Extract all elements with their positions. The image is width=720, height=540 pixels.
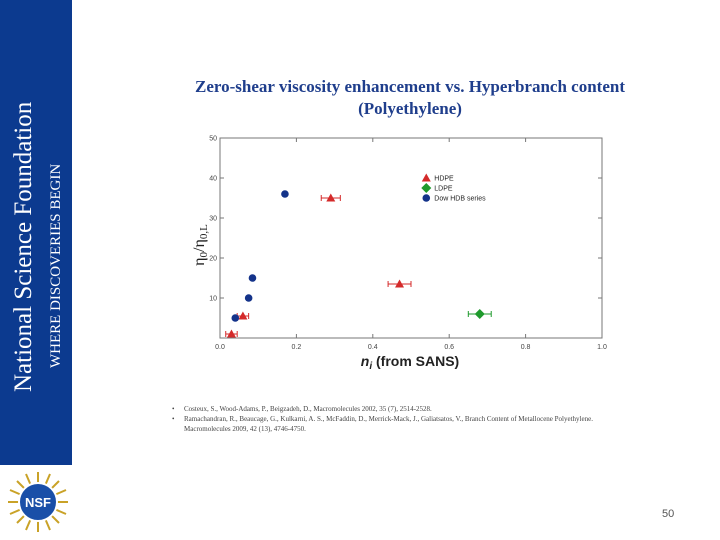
logo-text: NSF <box>25 495 51 510</box>
legend-label: HDPE <box>434 176 454 183</box>
x-tick-label: 0.0 <box>215 344 225 351</box>
legend-marker <box>422 194 431 202</box>
legend-marker <box>421 173 431 182</box>
x-axis-label: ni (from SANS) <box>361 353 459 372</box>
data-point <box>395 279 405 288</box>
y-tick-label: 20 <box>209 256 217 263</box>
data-point <box>238 311 248 320</box>
data-point <box>231 314 240 322</box>
series-ldpe <box>467 309 492 319</box>
legend-marker <box>421 183 432 193</box>
x-tick-label: 0.6 <box>444 344 454 351</box>
x-tick-label: 0.4 <box>368 344 378 351</box>
nsf-logo: NSF <box>8 472 68 532</box>
x-tick-label: 0.8 <box>521 344 531 351</box>
x-tick-label: 0.2 <box>292 344 302 351</box>
title-line-1: Zero-shear viscosity enhancement vs. Hyp… <box>194 77 625 96</box>
org-name: National Science Foundation <box>10 101 37 392</box>
org-tagline: WHERE DISCOVERIES BEGIN <box>48 163 64 368</box>
data-point <box>244 294 253 302</box>
page-number: 50 <box>662 508 675 520</box>
nsf-sidebar: National Science Foundation WHERE DISCOV… <box>0 0 72 465</box>
y-tick-label: 10 <box>209 296 217 303</box>
legend-label: LDPE <box>434 186 453 193</box>
reference-item: • Costeux, S., Wood-Adams, P., Beigzadeh,… <box>172 405 432 413</box>
y-tick-label: 50 <box>209 136 217 143</box>
reference-item: • Ramachandran, R., Beaucage, G., Kulkarn… <box>172 414 632 434</box>
data-point <box>226 329 236 338</box>
y-tick-label: 40 <box>209 176 217 183</box>
logo-globe <box>18 482 58 522</box>
reference-text: Costeux, S., Wood-Adams, P., Beigzadeh, … <box>184 405 432 413</box>
y-axis-label: η0/η0,L <box>191 224 210 266</box>
series-dow-hdb-series <box>231 190 289 322</box>
legend: HDPE LDPE Dow HDB series <box>421 173 486 203</box>
series-hdpe <box>225 193 412 338</box>
title-line-2: (Polyethylene) <box>358 99 462 118</box>
plot-area: 0.0 0.2 0.4 0.6 0.8 1.0 10 20 30 40 50 HDPE LDPE Dow … <box>209 136 607 352</box>
data-point <box>281 190 289 198</box>
scatter-chart: η0/η0,L ni (from SANS) 0.0 0.2 0.4 0.6 0.8 1.… <box>191 136 607 373</box>
y-tick-label: 30 <box>209 216 217 223</box>
x-tick-label: 1.0 <box>597 344 607 351</box>
data-point <box>248 274 257 282</box>
plot-frame <box>219 137 603 339</box>
reference-text: Ramachandran, R., Beaucage, G., Kulkarni… <box>184 415 593 433</box>
data-point <box>326 193 336 202</box>
legend-label: Dow HDB series <box>434 196 486 203</box>
references: • Costeux, S., Wood-Adams, P., Beigzadeh,… <box>172 404 632 434</box>
slide-title: Zero-shear viscosity enhancement vs. Hyp… <box>160 76 660 120</box>
data-point <box>474 309 485 319</box>
